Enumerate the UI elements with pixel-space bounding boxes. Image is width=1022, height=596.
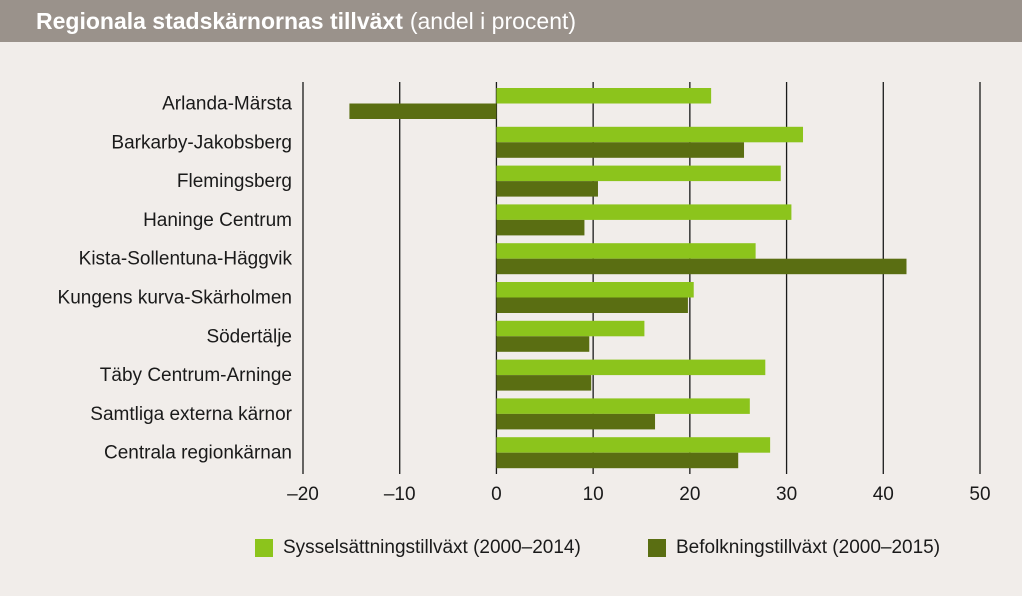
bar-employment bbox=[496, 126, 804, 143]
category-label: Samtliga externa kärnor bbox=[90, 404, 292, 425]
x-tick-label: –20 bbox=[287, 484, 319, 505]
legend-label-population: Befolkningstillväxt (2000–2015) bbox=[676, 537, 941, 558]
legend-label-employment: Sysselsättningstillväxt (2000–2014) bbox=[283, 537, 581, 558]
x-tick-label: 40 bbox=[873, 484, 894, 505]
category-label: Kungens kurva-Skärholmen bbox=[58, 288, 292, 309]
bar-population bbox=[496, 219, 585, 236]
bar-population bbox=[496, 336, 590, 352]
category-label: Täby Centrum-Arninge bbox=[100, 365, 292, 386]
bar-population bbox=[496, 297, 688, 313]
bar-employment bbox=[496, 359, 766, 376]
bar-employment bbox=[496, 88, 712, 104]
chart-title: Regionala stadskärnornas tillväxt bbox=[36, 7, 403, 34]
category-label: Barkarby-Jakobsberg bbox=[111, 132, 292, 153]
bar-employment bbox=[496, 204, 792, 220]
x-tick-label: 20 bbox=[679, 484, 700, 505]
category-label: Flemingsberg bbox=[177, 171, 292, 192]
x-tick-label: 30 bbox=[776, 484, 797, 505]
x-tick-label: 10 bbox=[583, 484, 604, 505]
category-label: Centrala regionkärnan bbox=[104, 443, 292, 464]
category-label: Haninge Centrum bbox=[143, 210, 292, 231]
bar-employment bbox=[496, 282, 694, 298]
chart-subtitle: (andel i procent) bbox=[409, 7, 577, 34]
bar-employment bbox=[496, 320, 645, 337]
x-tick-label: –10 bbox=[384, 484, 416, 505]
bar-population bbox=[496, 413, 656, 430]
category-label: Södertälje bbox=[206, 326, 292, 347]
bar-population bbox=[496, 452, 739, 469]
bar-employment bbox=[496, 398, 750, 414]
chart-title-bar: Regionala stadskärnornas tillväxt (andel… bbox=[0, 0, 1022, 42]
category-label: Kista-Sollentuna-Häggvik bbox=[79, 249, 293, 270]
x-tick-label: 0 bbox=[491, 484, 502, 505]
x-tick-label: 50 bbox=[969, 484, 990, 505]
bar-population bbox=[349, 103, 497, 119]
bar-population bbox=[496, 142, 745, 158]
bar-employment bbox=[496, 243, 756, 259]
bar-population bbox=[496, 375, 592, 391]
category-label: Arlanda-Märsta bbox=[162, 94, 292, 115]
bar-population bbox=[496, 181, 598, 197]
bar-population bbox=[496, 258, 907, 275]
bar-employment bbox=[496, 165, 781, 182]
legend-item-employment: Sysselsättningstillväxt (2000–2014) bbox=[255, 534, 581, 562]
bar-employment bbox=[496, 437, 771, 453]
legend-swatch-population bbox=[648, 539, 666, 557]
legend-item-population: Befolkningstillväxt (2000–2015) bbox=[648, 534, 940, 562]
legend-swatch-employment bbox=[255, 539, 273, 557]
